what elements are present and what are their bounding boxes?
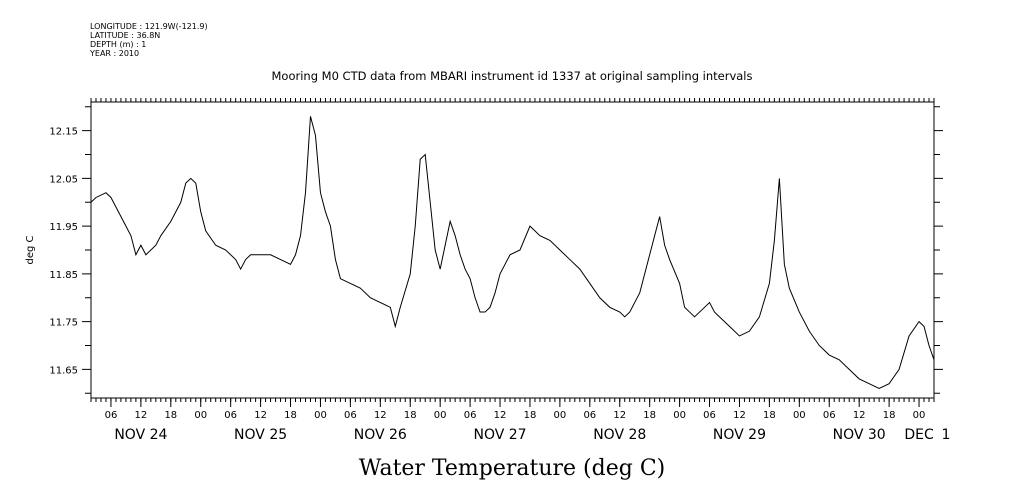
x-tick-label: 06 [464, 410, 477, 421]
x-tick-label: 06 [105, 410, 118, 421]
x-tick-label: 18 [883, 410, 896, 421]
x-axis-label: Water Temperature (deg C) [359, 456, 666, 481]
longitude-label: LONGITUDE : 121.9W(-121.9) [90, 22, 208, 31]
depth-label: DEPTH (m) : 1 [90, 40, 147, 49]
x-tick-label: 18 [164, 410, 177, 421]
y-tick-label: 12.15 [49, 127, 78, 138]
hourly-tick-marks [90, 98, 935, 402]
x-tick-marks [110, 398, 920, 407]
x-tick-label: 12 [135, 410, 148, 421]
minor-ticks [90, 98, 935, 402]
x-tick-label: 18 [524, 410, 537, 421]
x-tick-label: 18 [284, 410, 297, 421]
x-tick-label: 18 [404, 410, 417, 421]
x-tick-label: 18 [643, 410, 656, 421]
day-label: NOV 25 [234, 427, 287, 443]
y-axis: 11.65 11.75 11.85 11.95 12.05 12.15 [49, 106, 943, 394]
x-tick-label: 00 [314, 410, 327, 421]
x-tick-label: 00 [194, 410, 207, 421]
chart-title: Mooring M0 CTD data from MBARI instrumen… [272, 69, 753, 83]
x-tick-label: 12 [254, 410, 267, 421]
day-label: NOV 24 [114, 427, 167, 443]
x-tick-label: 00 [913, 410, 926, 421]
x-tick-label: 18 [763, 410, 776, 421]
y-tick-label: 11.65 [49, 365, 78, 376]
x-tick-label: 06 [703, 410, 716, 421]
y-tick-label: 11.95 [49, 222, 78, 233]
day-label: 1 [942, 427, 951, 443]
x-tick-label: 00 [793, 410, 806, 421]
y-tick-label: 12.05 [49, 174, 78, 185]
latitude-label: LATITUDE : 36.8N [90, 31, 161, 40]
x-axis: 06 12 18 00 06 12 18 00 06 12 18 00 06 12 18 00 06 12 18 00… [105, 398, 926, 421]
day-label: NOV 29 [713, 427, 766, 443]
plot-frame [90, 101, 935, 399]
x-tick-label: 12 [613, 410, 626, 421]
day-label: DEC [904, 427, 934, 443]
temperature-series-line [90, 116, 935, 390]
y-tick-label: 11.85 [49, 270, 78, 281]
day-label: NOV 30 [833, 427, 886, 443]
day-label: NOV 27 [473, 427, 526, 443]
x-tick-label: 12 [494, 410, 507, 421]
x-tick-label: 06 [224, 410, 237, 421]
x-tick-label: 12 [374, 410, 387, 421]
x-tick-label: 06 [583, 410, 596, 421]
x-tick-label: 00 [554, 410, 567, 421]
x-tick-label: 06 [344, 410, 357, 421]
x-tick-label: 12 [853, 410, 866, 421]
x-tick-label: 00 [673, 410, 686, 421]
y-tick-marks [82, 106, 943, 394]
y-tick-label: 11.75 [49, 318, 78, 329]
x-tick-label: 00 [434, 410, 447, 421]
x-tick-label: 12 [733, 410, 746, 421]
x-tick-label: 06 [823, 410, 836, 421]
y-axis-label: deg C [25, 235, 36, 264]
year-label: YEAR : 2010 [90, 49, 140, 58]
day-labels: NOV 24 NOV 25 NOV 26 NOV 27 NOV 28 NOV 29 NOV … [114, 427, 950, 443]
day-label: NOV 26 [354, 427, 407, 443]
day-label: NOV 28 [593, 427, 646, 443]
